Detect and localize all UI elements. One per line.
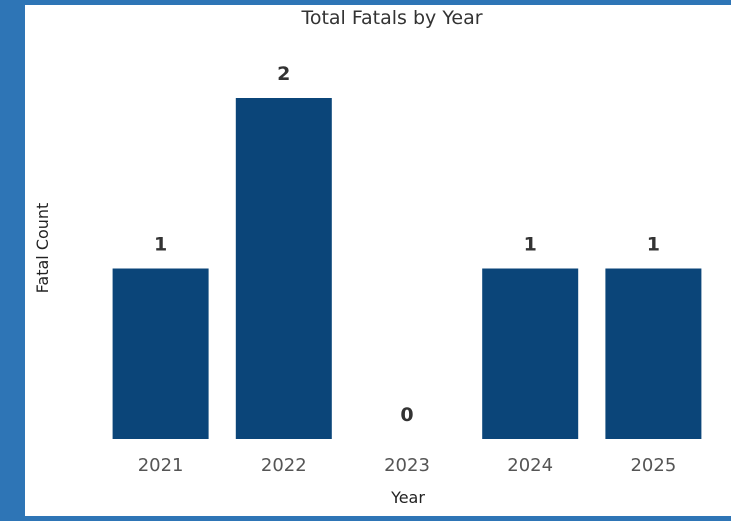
data-label-2025: 1 [647,234,660,256]
bar-series [112,98,702,440]
x-axis-title: Year [390,488,425,507]
x-tick-2023: 2023 [384,455,430,476]
x-tick-2021: 2021 [138,455,184,476]
data-labels: 1 2 0 1 1 [154,63,660,426]
y-axis-title: Fatal Count [33,203,52,294]
x-tick-2022: 2022 [261,455,307,476]
x-tick-2024: 2024 [507,455,553,476]
x-tick-labels: 2021 2022 2023 2024 2025 [138,455,677,476]
bar-2021[interactable] [112,268,209,440]
x-tick-2025: 2025 [630,455,676,476]
data-label-2022: 2 [277,63,290,85]
chart-title: Total Fatals by Year [300,7,482,29]
data-label-2024: 1 [524,234,537,256]
data-label-2023: 0 [400,404,413,426]
bar-2022[interactable] [235,98,332,439]
bar-2024[interactable] [482,268,579,440]
bar-2025[interactable] [605,268,702,440]
data-label-2021: 1 [154,234,167,256]
